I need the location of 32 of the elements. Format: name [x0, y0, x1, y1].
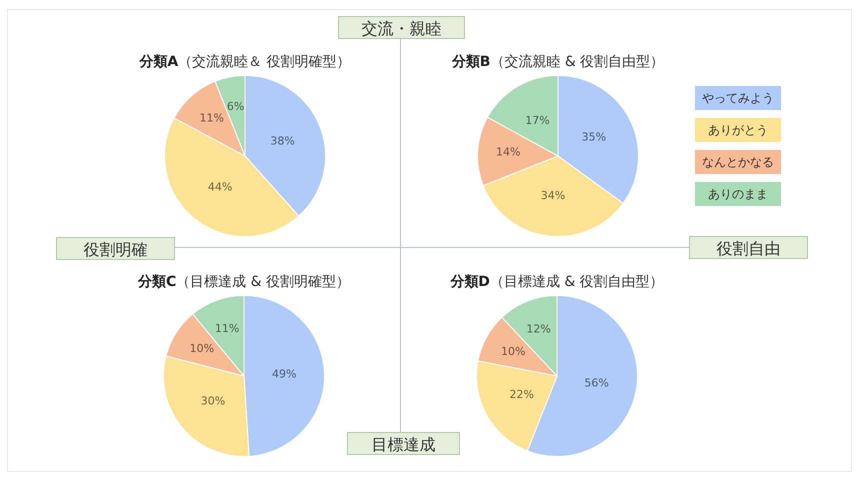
data-label: 11%: [214, 322, 240, 335]
chart-subtitle: （交流親睦＆ 役割明確型）: [178, 54, 351, 70]
legend-label: なんとかなる: [702, 150, 781, 174]
chart-title: 分類A: [139, 54, 178, 70]
data-label: 44%: [208, 180, 232, 194]
chart-subtitle: （目標達成 & 役割明確型）: [176, 274, 350, 290]
legend-label: やってみよう: [702, 86, 781, 110]
legend-label: ありがとう: [708, 118, 781, 142]
chart-subtitle: （目標達成 & 役割自由型）: [490, 274, 664, 290]
data-label: 14%: [496, 146, 520, 159]
data-label: 11%: [199, 112, 224, 125]
data-label: 34%: [540, 188, 566, 202]
data-label: 17%: [525, 114, 550, 128]
text: 役割自由: [689, 236, 808, 259]
legend-label: ありのまま: [708, 182, 781, 206]
data-label: 30%: [200, 394, 226, 408]
data-label: 12%: [526, 322, 551, 336]
chart-title: 分類C: [138, 274, 176, 290]
data-label: 49%: [272, 368, 296, 381]
text: 交流・親睦: [338, 16, 465, 39]
data-label: 22%: [510, 388, 534, 402]
data-label: 56%: [584, 376, 609, 390]
chart-subtitle: （交流親睦 & 役割自由型）: [490, 54, 664, 70]
data-label: 6%: [226, 100, 244, 113]
text: 役割明確: [56, 237, 175, 260]
data-label: 10%: [501, 344, 526, 358]
chart-title: 分類B: [452, 54, 490, 70]
data-label: 35%: [582, 130, 606, 144]
text: 目標達成: [347, 432, 460, 455]
chart-title: 分類D: [450, 274, 490, 290]
data-label: 10%: [190, 342, 214, 356]
data-label: 38%: [270, 134, 295, 148]
